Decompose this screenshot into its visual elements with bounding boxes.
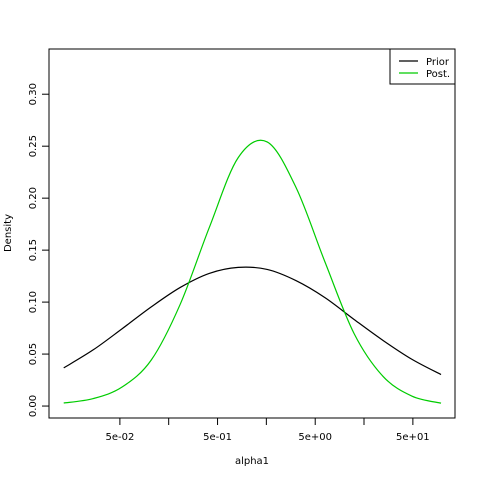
y-tick-label: 0.00 (28, 395, 39, 417)
x-tick-label: 5e+01 (396, 432, 430, 443)
x-tick-label: 5e-01 (203, 432, 232, 443)
y-tick-label: 0.10 (28, 291, 39, 313)
series-line-post (63, 139, 442, 404)
y-axis: 0.00 0.05 0.10 0.15 0.20 0.25 0.30 (28, 83, 49, 417)
x-axis: 5e-02 5e-01 5e+00 5e+01 (105, 418, 430, 443)
x-tick-label: 5e-02 (105, 432, 134, 443)
y-tick-label: 0.30 (28, 83, 39, 105)
y-tick-label: 0.15 (28, 239, 39, 261)
legend-label-post: Post. (426, 69, 450, 80)
y-tick-label: 0.25 (28, 135, 39, 157)
legend-label-prior: Prior (426, 57, 450, 68)
series-layer (63, 139, 442, 404)
series-line-prior (63, 266, 442, 376)
y-tick-label: 0.05 (28, 343, 39, 365)
legend: Prior Post. (389, 48, 456, 85)
x-axis-label: alpha1 (235, 456, 269, 467)
y-tick-label: 0.20 (28, 187, 39, 209)
y-axis-label: Density (3, 214, 14, 252)
x-tick-label: 5e+00 (298, 432, 332, 443)
legend-box (389, 48, 456, 85)
plot-frame (48, 48, 456, 419)
